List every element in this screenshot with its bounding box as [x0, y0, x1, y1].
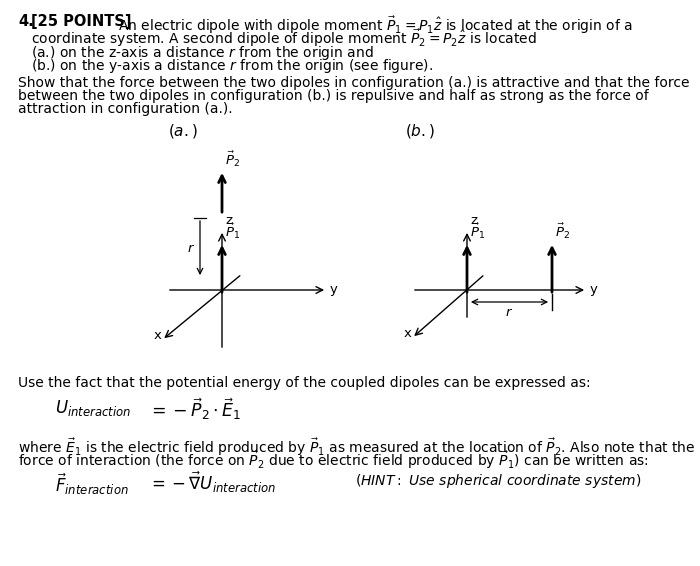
Text: $\vec{P}_2$: $\vec{P}_2$: [555, 221, 570, 241]
Text: $(a.)$: $(a.)$: [168, 122, 197, 140]
Text: $= -\vec{\nabla}U_{interaction}$: $= -\vec{\nabla}U_{interaction}$: [148, 470, 276, 495]
Text: $= -\vec{P}_2 \cdot \vec{E}_1$: $= -\vec{P}_2 \cdot \vec{E}_1$: [148, 396, 241, 422]
Text: $(HINT:\ Use\ spherical\ coordinate\ system)$: $(HINT:\ Use\ spherical\ coordinate\ sys…: [355, 472, 641, 490]
Text: z: z: [470, 214, 477, 227]
Text: (b.) on the y-axis a distance $r$ from the origin (see figure).: (b.) on the y-axis a distance $r$ from t…: [31, 57, 433, 75]
Text: $r$: $r$: [187, 242, 195, 255]
Text: y: y: [330, 284, 338, 297]
Text: $\vec{P}_2$: $\vec{P}_2$: [225, 149, 240, 169]
Text: $\vec{P}_1$: $\vec{P}_1$: [470, 221, 485, 241]
Text: between the two dipoles in configuration (b.) is repulsive and half as strong as: between the two dipoles in configuration…: [18, 89, 649, 103]
Text: 4.: 4.: [18, 14, 34, 29]
Text: coordinate system. A second dipole of dipole moment $\vec{P}_2 = P_2\hat{z}$ is : coordinate system. A second dipole of di…: [31, 27, 537, 49]
Text: $U_{interaction}$: $U_{interaction}$: [55, 398, 132, 418]
Text: x: x: [404, 327, 412, 340]
Text: [25 POINTS]: [25 POINTS]: [31, 14, 132, 29]
Text: (a.) on the z-axis a distance $r$ from the origin and: (a.) on the z-axis a distance $r$ from t…: [31, 44, 374, 62]
Text: $\vec{P}_1$: $\vec{P}_1$: [225, 221, 240, 241]
Text: An electric dipole with dipole moment $\vec{P}_1 = P_1\hat{z}$ is located at the: An electric dipole with dipole moment $\…: [118, 14, 633, 36]
Text: force of interaction (the force on $\vec{P}_2$ due to electric field produced by: force of interaction (the force on $\vec…: [18, 449, 649, 470]
Text: Show that the force between the two dipoles in configuration (a.) is attractive : Show that the force between the two dipo…: [18, 76, 690, 90]
Text: $r$: $r$: [505, 306, 514, 319]
Text: $(b.)$: $(b.)$: [405, 122, 435, 140]
Text: attraction in configuration (a.).: attraction in configuration (a.).: [18, 102, 232, 116]
Text: y: y: [590, 284, 598, 297]
Text: Use the fact that the potential energy of the coupled dipoles can be expressed a: Use the fact that the potential energy o…: [18, 376, 591, 390]
Text: where $\vec{E}_1$ is the electric field produced by $\vec{P}_1$ as measured at t: where $\vec{E}_1$ is the electric field …: [18, 436, 695, 458]
Text: z: z: [225, 214, 232, 227]
Text: $\vec{F}_{interaction}$: $\vec{F}_{interaction}$: [55, 472, 129, 498]
Text: x: x: [154, 329, 162, 342]
